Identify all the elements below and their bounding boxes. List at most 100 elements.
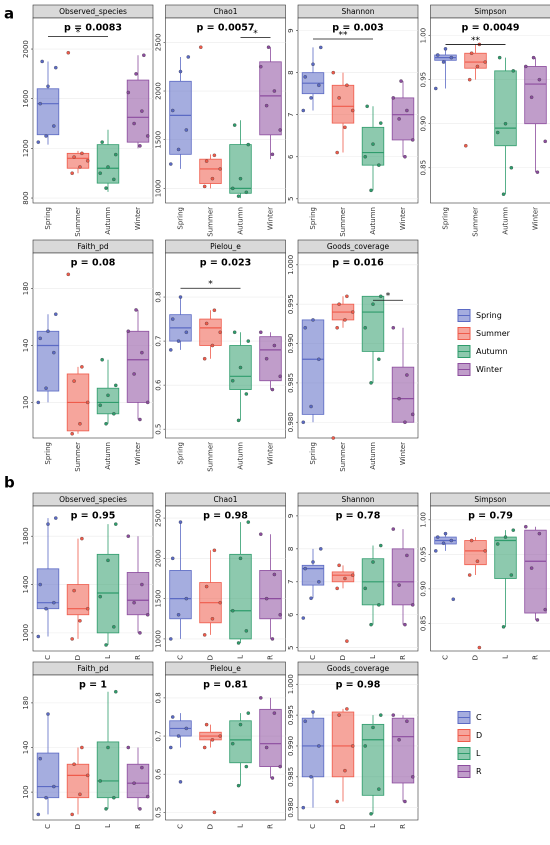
data-point [484,60,487,63]
data-point [332,71,335,74]
data-point [67,51,70,54]
data-point [203,746,206,749]
data-point [476,65,479,68]
data-point [538,78,541,81]
x-tick-label: Autumn [104,442,112,470]
y-tick-label: 1000 [22,624,30,642]
data-point [345,640,348,643]
data-point [39,583,42,586]
data-point [112,796,115,799]
data-point [239,723,242,726]
y-tick-label: 2500 [155,509,163,527]
y-tick-label: 0.985 [287,767,295,787]
p-value: p = 0.023 [200,258,251,269]
data-point [524,65,527,68]
x-tick-label: Winter [399,442,407,465]
p-value: p = 0.0049 [461,23,519,34]
panel-title: Simpson [474,7,506,16]
data-point [532,56,535,59]
data-point [311,560,314,563]
data-point [133,782,136,785]
data-point [345,84,348,87]
data-point [311,63,314,66]
y-tick-label: 0.90 [420,581,428,597]
y-tick-label: 1.000 [287,255,295,275]
data-point [411,413,414,416]
data-point [279,375,282,378]
box [302,320,324,414]
y-tick-label: 5 [287,645,295,649]
data-point [504,535,507,538]
data-point [405,554,408,557]
data-point [179,521,182,524]
box [230,721,252,763]
data-point [177,339,180,342]
data-point [171,317,174,320]
significance: ** [339,31,349,41]
data-point [366,105,369,108]
data-point [54,313,57,316]
data-point [213,811,216,814]
box [170,570,192,618]
data-point [502,193,505,196]
data-point [37,141,40,144]
data-point [127,330,130,333]
significance: * [386,292,391,302]
x-tick-label: Summer [207,442,215,472]
data-point [237,641,240,644]
y-tick-label: 1200 [22,139,30,157]
data-point [351,744,354,747]
y-tick-label: 8 [287,547,295,551]
box [97,742,119,798]
panel-title: Observed_species [59,7,127,16]
y-tick-label: 1000 [155,179,163,197]
data-point [205,585,208,588]
x-tick-label: Summer [207,207,215,237]
data-point [343,577,346,580]
x-tick-label: R [532,655,540,660]
data-point [127,535,130,538]
y-tick-label: 0.6 [155,379,163,391]
y-tick-label: 1.00 [420,28,428,44]
y-tick-label: 0.8 [155,291,163,302]
box [260,62,282,135]
x-tick-label: Summer [339,207,347,237]
data-point [309,405,312,408]
y-tick-label: 1400 [22,576,30,594]
x-tick-label: R [399,655,407,660]
y-tick-label: 0.5 [155,807,163,818]
data-point [265,746,268,749]
data-point [512,69,515,72]
x-tick-label: C [309,824,317,829]
data-point [267,46,270,49]
data-point [369,812,372,815]
data-point [205,160,208,163]
data-point [203,185,206,188]
significance: * [253,29,258,39]
data-point [259,65,262,68]
data-point [279,613,282,616]
data-point [398,738,401,741]
data-point [133,372,136,375]
box [67,153,89,168]
data-point [239,177,242,180]
data-point [213,154,216,157]
data-point [138,144,141,147]
x-tick-label: C [309,655,317,660]
data-point [71,637,74,640]
data-point [436,535,439,538]
x-tick-label: C [442,655,450,660]
data-point [343,126,346,129]
y-tick-label: 7 [287,112,295,116]
x-tick-label: R [267,824,275,829]
data-point [364,155,367,158]
box [200,319,222,345]
x-tick-label: D [74,655,82,660]
box [97,554,119,633]
data-point [536,618,539,621]
data-point [179,780,182,783]
data-point [392,527,395,530]
significance: * [208,280,213,290]
p-value: p = 0.95 [71,511,116,522]
panel-title: Chao1 [214,7,238,16]
